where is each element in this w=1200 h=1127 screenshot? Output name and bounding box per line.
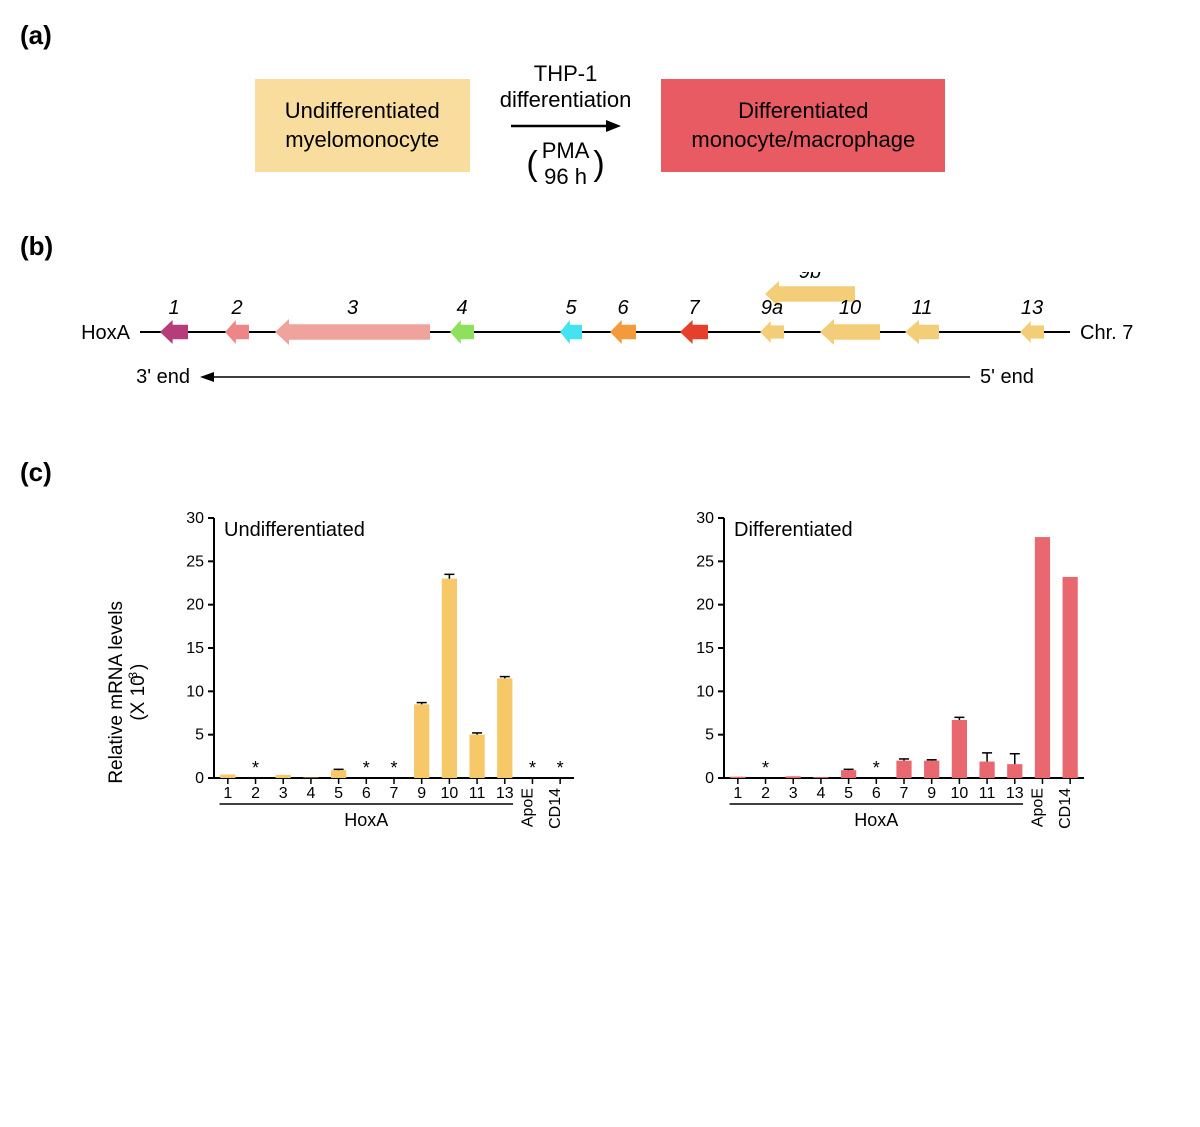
svg-text:11: 11 <box>912 297 933 319</box>
panel-a-content: Undifferentiated myelomonocyte THP-1 dif… <box>20 61 1180 191</box>
svg-text:ApoE: ApoE <box>1029 788 1046 827</box>
svg-text:3: 3 <box>347 297 358 319</box>
svg-text:2: 2 <box>251 785 260 802</box>
svg-text:2: 2 <box>230 297 242 319</box>
svg-text:1: 1 <box>733 785 742 802</box>
svg-text:30: 30 <box>696 510 714 527</box>
paren-left-icon: ( <box>526 154 537 174</box>
svg-text:0: 0 <box>195 770 204 787</box>
svg-text:HoxA: HoxA <box>81 322 131 344</box>
svg-text:10: 10 <box>186 683 204 700</box>
svg-text:9: 9 <box>417 785 426 802</box>
svg-text:10: 10 <box>839 297 861 319</box>
svg-text:5: 5 <box>334 785 343 802</box>
svg-text:*: * <box>529 758 536 778</box>
diff-line2: monocyte/macrophage <box>691 127 915 152</box>
svg-text:5' end: 5' end <box>980 366 1034 388</box>
arrow-top-l2: differentiation <box>500 87 632 113</box>
undifferentiated-chart: 051015202530Undifferentiated1*2345*6*791… <box>154 498 584 888</box>
svg-text:15: 15 <box>186 640 204 657</box>
svg-text:Differentiated: Differentiated <box>734 519 853 541</box>
svg-text:*: * <box>390 758 397 778</box>
svg-text:*: * <box>762 758 769 778</box>
svg-text:CD14: CD14 <box>547 787 564 828</box>
y-axis-l1: Relative mRNA levels <box>106 601 127 784</box>
svg-text:5: 5 <box>565 297 577 319</box>
svg-text:3: 3 <box>789 785 798 802</box>
right-arrow-icon <box>506 116 626 136</box>
svg-text:6: 6 <box>617 297 629 319</box>
svg-text:4: 4 <box>456 297 467 319</box>
svg-text:1: 1 <box>223 785 232 802</box>
paren-right-icon: ) <box>593 154 604 174</box>
svg-text:7: 7 <box>688 297 700 319</box>
svg-text:5: 5 <box>705 726 714 743</box>
svg-text:10: 10 <box>440 785 458 802</box>
svg-text:13: 13 <box>1021 297 1043 319</box>
svg-text:*: * <box>252 758 259 778</box>
panel-a-label: (a) <box>20 20 1180 51</box>
svg-text:7: 7 <box>900 785 909 802</box>
svg-text:2: 2 <box>761 785 770 802</box>
svg-text:4: 4 <box>306 785 315 802</box>
charts-row: Relative mRNA levels (X 10 ) -3 05101520… <box>20 498 1180 888</box>
svg-text:Chr. 7: Chr. 7 <box>1080 322 1133 344</box>
svg-text:11: 11 <box>979 785 996 802</box>
paren-l1: PMA <box>542 138 590 163</box>
svg-text:HoxA: HoxA <box>344 810 388 830</box>
differentiated-box: Differentiated monocyte/macrophage <box>661 79 945 172</box>
svg-text:3: 3 <box>279 785 288 802</box>
differentiated-chart: 0 5 10 15 20 25 30 Differentiated 1 * 2 3 4 5 * 6 7 9 10 11… <box>664 498 1094 888</box>
svg-text:*: * <box>873 758 880 778</box>
svg-text:*: * <box>557 758 564 778</box>
svg-text:6: 6 <box>872 785 881 802</box>
svg-text:7: 7 <box>390 785 399 802</box>
hoxa-gene-diagram: HoxA Chr. 7 9b 1 2 3 4 5 6 7 9a 10 11 13 3' end 5' end <box>50 272 1150 412</box>
arrow-top-l1: THP-1 <box>500 61 632 87</box>
panel-c-label: (c) <box>20 457 1180 488</box>
svg-text:13: 13 <box>496 785 514 802</box>
diff-line1: Differentiated <box>738 98 868 123</box>
svg-text:25: 25 <box>186 553 204 570</box>
svg-text:1: 1 <box>168 297 179 319</box>
differentiation-arrow-section: THP-1 differentiation ( PMA 96 h ) <box>500 61 632 191</box>
svg-text:*: * <box>363 758 370 778</box>
svg-text:0: 0 <box>705 770 714 787</box>
svg-text:ApoE: ApoE <box>519 788 536 827</box>
svg-text:10: 10 <box>950 785 968 802</box>
svg-text:15: 15 <box>696 640 714 657</box>
svg-text:HoxA: HoxA <box>854 810 898 830</box>
svg-text:20: 20 <box>696 596 714 613</box>
svg-text:11: 11 <box>469 785 486 802</box>
svg-text:9a: 9a <box>761 297 783 319</box>
undiff-line1: Undifferentiated <box>285 98 440 123</box>
svg-text:20: 20 <box>186 596 204 613</box>
y-axis-exp: -3 <box>126 672 140 683</box>
panel-c: (c) Relative mRNA levels (X 10 ) -3 0510… <box>20 457 1180 888</box>
undiff-line2: myelomonocyte <box>285 127 439 152</box>
svg-text:6: 6 <box>362 785 371 802</box>
svg-text:9: 9 <box>927 785 936 802</box>
svg-text:25: 25 <box>696 553 714 570</box>
panel-b-label: (b) <box>20 231 1180 262</box>
paren-l2: 96 h <box>544 164 587 189</box>
y-axis-label: Relative mRNA levels (X 10 ) -3 <box>106 601 150 784</box>
svg-text:5: 5 <box>195 726 204 743</box>
arrow-paren: ( PMA 96 h ) <box>500 138 632 191</box>
panel-b: (b) HoxA Chr. 7 9b 1 2 3 4 5 6 7 9a 10 11 13 3' end 5' … <box>20 231 1180 417</box>
svg-text:Undifferentiated: Undifferentiated <box>224 519 365 541</box>
svg-text:CD14: CD14 <box>1057 787 1074 828</box>
undifferentiated-box: Undifferentiated myelomonocyte <box>255 79 470 172</box>
svg-text:13: 13 <box>1006 785 1024 802</box>
panel-a: (a) Undifferentiated myelomonocyte THP-1… <box>20 20 1180 191</box>
svg-text:10: 10 <box>696 683 714 700</box>
svg-text:9b: 9b <box>799 272 821 283</box>
svg-text:5: 5 <box>844 785 853 802</box>
svg-text:3' end: 3' end <box>136 366 190 388</box>
svg-text:30: 30 <box>186 510 204 527</box>
svg-text:4: 4 <box>816 785 825 802</box>
